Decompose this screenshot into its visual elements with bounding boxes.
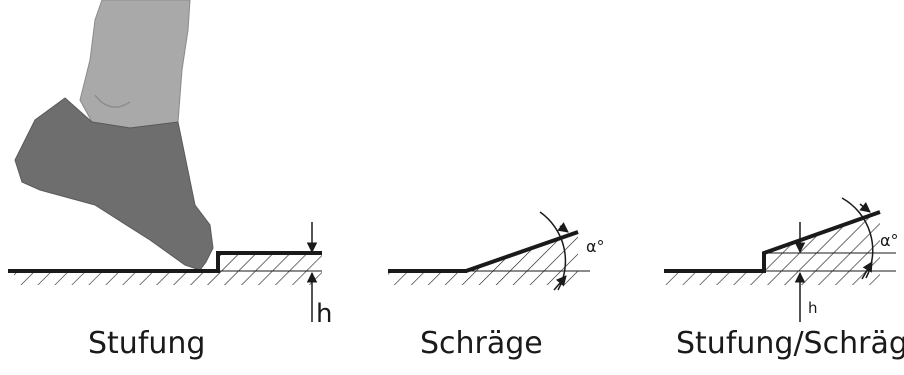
ground-hatch-left xyxy=(14,271,218,285)
angle-arrow-top xyxy=(859,201,871,213)
dimension-label-h: h xyxy=(316,299,332,329)
angle-arrow-bottom xyxy=(861,261,873,280)
panel-stufung: h xyxy=(8,0,332,329)
panel-schraege: α° xyxy=(388,211,605,291)
caption-stufung-schraege: Stufung/Schräge xyxy=(676,326,904,361)
caption-stufung: Stufung xyxy=(88,326,206,361)
dimension-label-h: h xyxy=(808,299,818,317)
trouser-leg xyxy=(79,0,191,129)
panel-stufung-schraege: h α° xyxy=(664,197,899,322)
angle-arrow-bottom xyxy=(553,275,567,291)
caption-schraege: Schräge xyxy=(420,326,543,361)
step-hatch xyxy=(218,253,322,285)
ramp-profile xyxy=(388,230,579,273)
angle-label: α° xyxy=(880,231,899,250)
angle-arrow-top xyxy=(557,222,569,233)
floor-profile xyxy=(8,251,322,273)
trouser-crease xyxy=(94,94,131,108)
combo-hatch xyxy=(664,212,880,285)
combo-profile xyxy=(664,210,881,273)
angle-label: α° xyxy=(586,237,605,256)
